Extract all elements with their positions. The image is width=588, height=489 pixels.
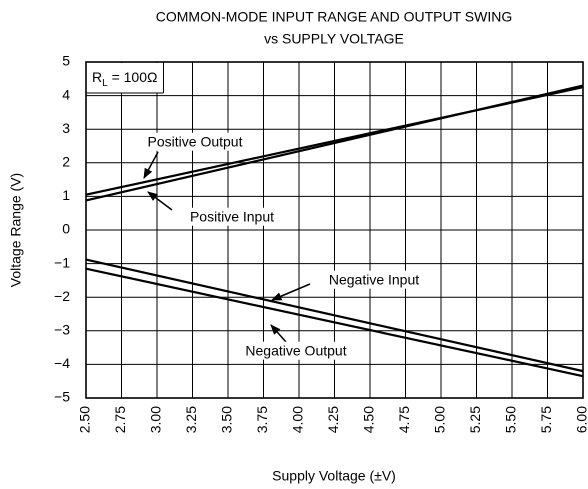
y-tick-label: 0 [62,221,70,237]
annotation-background [87,63,164,93]
label-background [145,132,245,151]
x-tick-label: 4.25 [325,406,341,433]
y-tick-label: 3 [62,120,70,136]
label-background [243,341,349,360]
x-axis-label: Supply Voltage (±V) [272,468,396,484]
annotation-arrow [271,283,311,301]
annotation-arrow [143,151,159,179]
y-tick-label: 2 [62,154,70,170]
labels: Positive Output Positive Input Negative In… [86,62,422,360]
y-tick-label: −5 [54,389,70,405]
series-label: Negative Output [245,343,346,359]
y-tick-label: −2 [54,288,70,304]
annotation-arrow [147,191,173,211]
x-tick-label: 2.50 [77,406,93,433]
chart-title: vs SUPPLY VOLTAGE [264,31,404,47]
x-tick-label: 5.50 [503,406,519,433]
x-tick-label: 2.75 [112,406,128,433]
series-label: Positive Input [190,209,274,225]
x-tick-label: 4.75 [396,406,412,433]
label-background [326,270,422,289]
x-tick-label: 3.50 [219,406,235,433]
x-tick-label: 5.75 [538,406,554,433]
y-tick-label: 4 [62,86,70,102]
y-tick-label: 1 [62,187,70,203]
annotation-subscript: L [102,78,108,89]
annotation-text: = 100Ω [108,69,158,85]
y-tick-label: −3 [54,322,70,338]
label-background [187,207,277,226]
x-tick-label: 6.00 [574,406,588,433]
series-label: Positive Output [148,134,243,150]
annotation-text: R [92,69,102,85]
series-line [85,267,584,378]
chart-title: COMMON-MODE INPUT RANGE AND OUTPUT SWING [156,9,513,25]
plot-frame [85,61,584,399]
y-tick-label: 5 [62,53,70,69]
series-line [85,258,584,373]
grid [85,61,584,399]
y-tick-label: −1 [54,254,70,270]
series-line [85,84,584,202]
lines [85,84,584,378]
x-tick-label: 4.00 [290,406,306,433]
x-tick-label: 5.00 [432,406,448,433]
x-tick-label: 3.00 [148,406,164,433]
x-tick-label: 5.25 [467,406,483,433]
y-tick-label: −4 [54,355,70,371]
annotation-arrow [270,324,287,343]
y-axis-label: Voltage Range (V) [8,173,24,287]
x-tick-label: 3.25 [183,406,199,433]
x-tick-label: 3.75 [254,406,270,433]
series-label: Negative Input [329,272,419,288]
annotation: RL = 100Ω [92,69,157,89]
x-tick-label: 4.50 [361,406,377,433]
